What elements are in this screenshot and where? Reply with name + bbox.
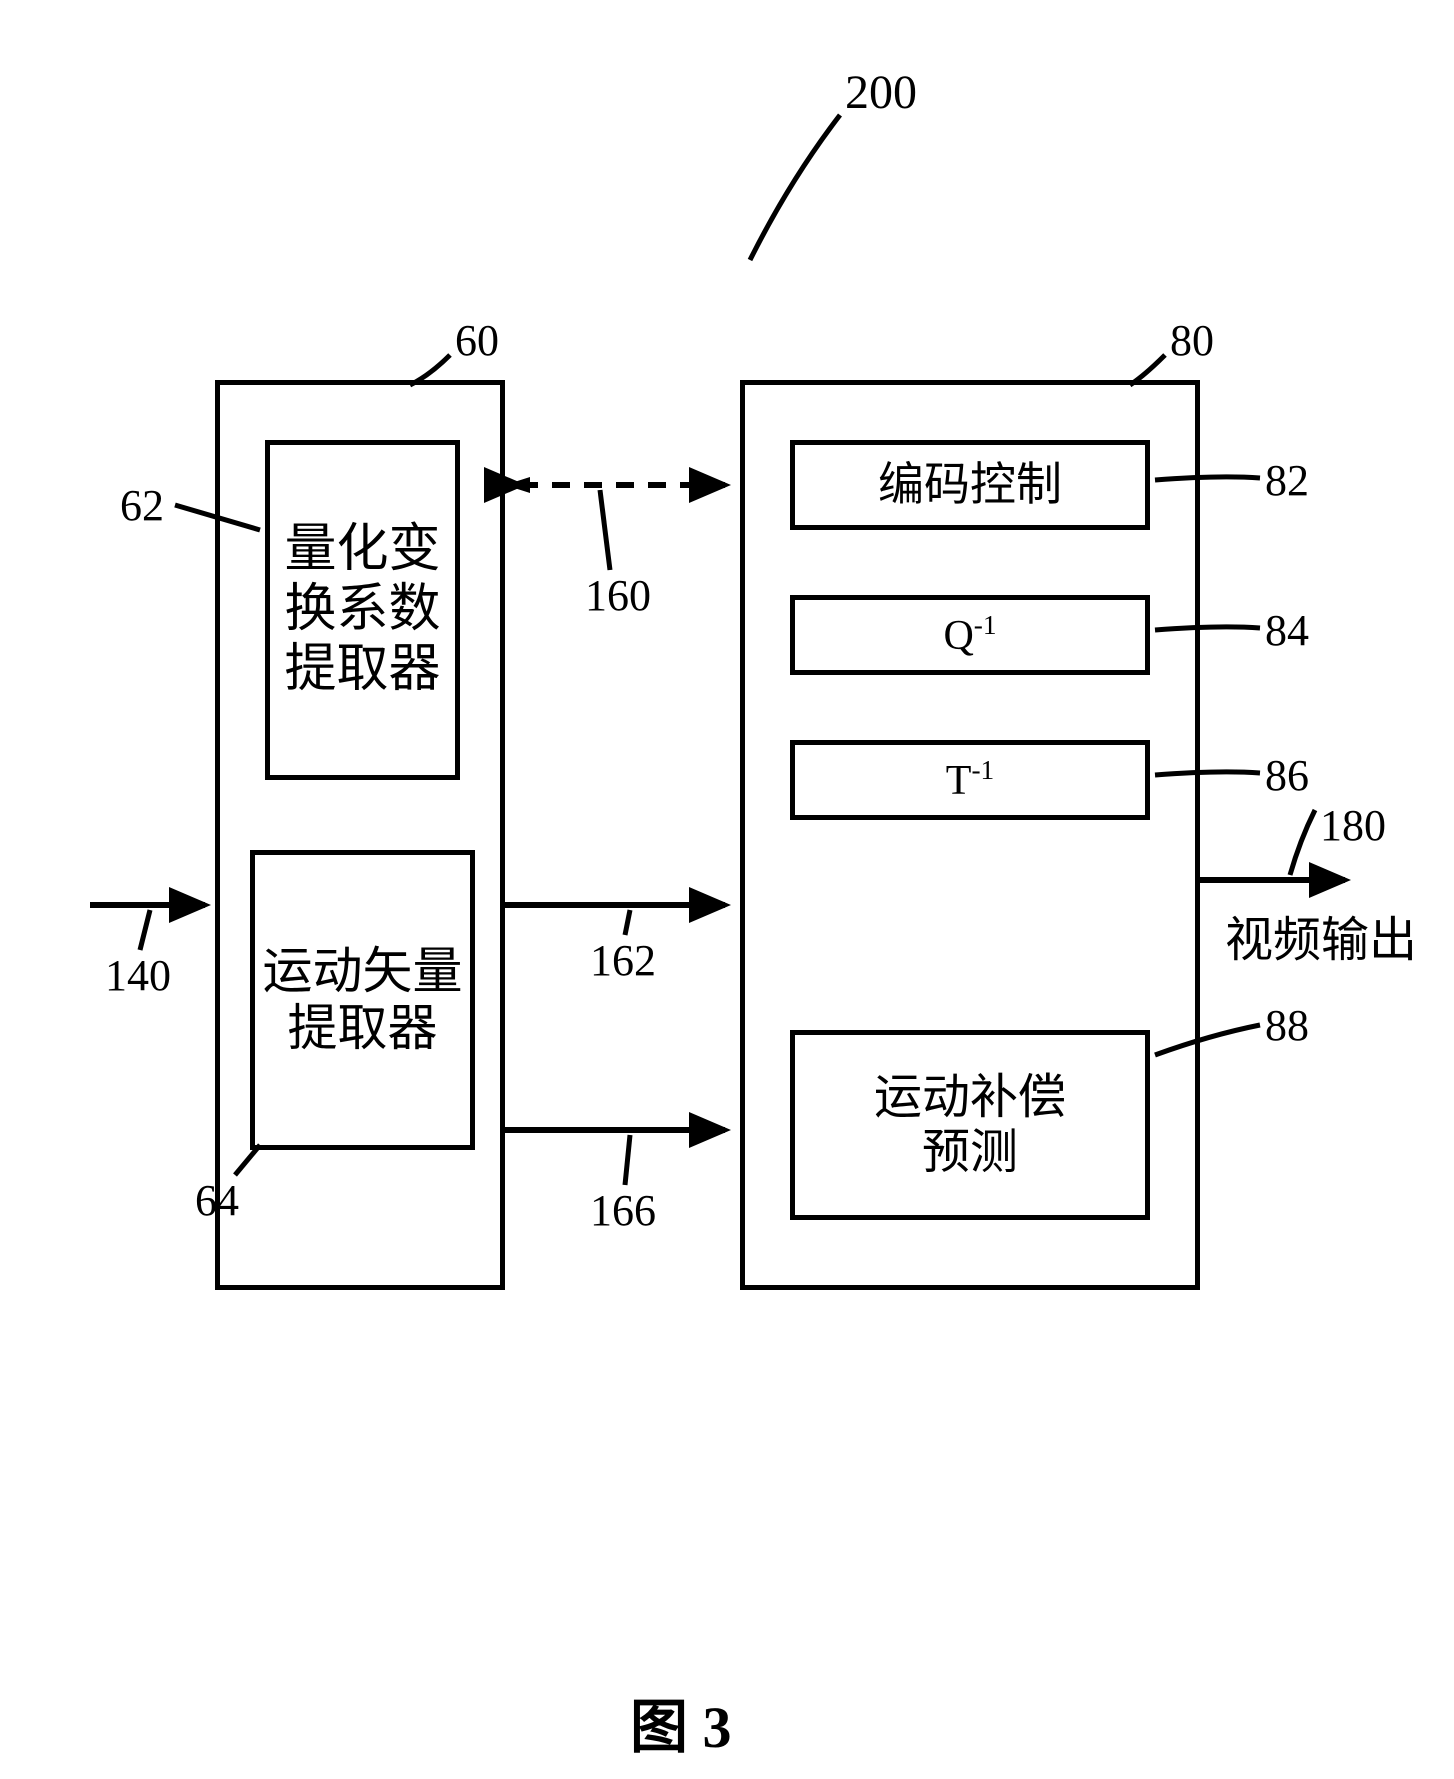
- arrow-166-label: 166: [590, 1185, 656, 1236]
- overall-label: 200: [845, 65, 917, 120]
- leader-200: [750, 115, 840, 260]
- left-block-label: 60: [455, 315, 499, 366]
- figure-caption: 图 3: [630, 1680, 732, 1764]
- inv-quant-box: Q-1: [790, 595, 1150, 675]
- motion-comp-text: 运动补偿预测: [874, 1070, 1066, 1180]
- output-text: 视频输出: [1225, 900, 1417, 970]
- leader-162: [625, 910, 630, 935]
- extractor1-box: 量化变换系数提取器: [265, 440, 460, 780]
- inv-quant-label: 84: [1265, 605, 1309, 656]
- extractor1-label: 62: [120, 480, 164, 531]
- inv-transform-label: 86: [1265, 750, 1309, 801]
- extractor1-text: 量化变换系数提取器: [284, 520, 440, 699]
- arrow-162-label: 162: [590, 935, 656, 986]
- output-arrow-label: 180: [1320, 800, 1386, 851]
- encode-control-label: 82: [1265, 455, 1309, 506]
- encode-control-text: 编码控制: [878, 459, 1062, 512]
- right-block-label: 80: [1170, 315, 1214, 366]
- extractor2-box: 运动矢量提取器: [250, 850, 475, 1150]
- leader-180: [1290, 810, 1315, 875]
- leader-160: [600, 490, 610, 570]
- input-arrow-label: 140: [105, 950, 171, 1001]
- extractor2-text: 运动矢量提取器: [263, 943, 463, 1058]
- inv-transform-text: T-1: [946, 755, 994, 805]
- inv-transform-box: T-1: [790, 740, 1150, 820]
- dashed-arrow-label: 160: [585, 570, 651, 621]
- extractor2-label: 64: [195, 1175, 239, 1226]
- encode-control-box: 编码控制: [790, 440, 1150, 530]
- inv-quant-text: Q-1: [943, 610, 996, 660]
- leader-166: [625, 1135, 630, 1185]
- motion-comp-label: 88: [1265, 1000, 1309, 1051]
- leader-140: [140, 910, 150, 950]
- motion-comp-box: 运动补偿预测: [790, 1030, 1150, 1220]
